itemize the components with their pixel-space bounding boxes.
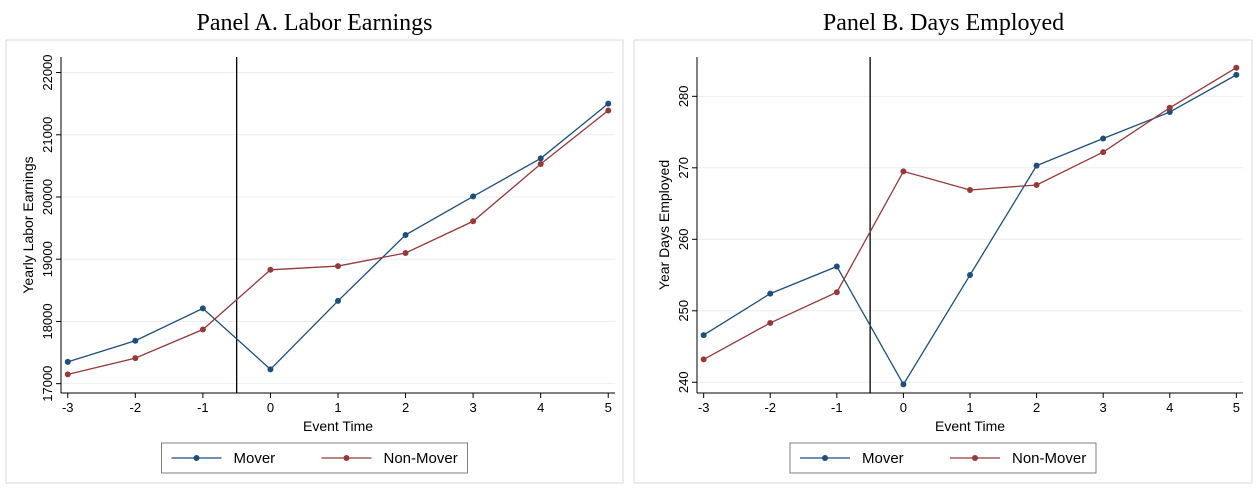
y-tick-label: 250 xyxy=(676,300,691,322)
x-tick-label: -2 xyxy=(130,400,142,415)
non-mover-data-point xyxy=(335,263,341,270)
mover-data-point xyxy=(605,100,612,107)
x-tick-label: 2 xyxy=(1033,400,1040,415)
x-tick-label: 4 xyxy=(1166,400,1173,415)
non-mover-data-point xyxy=(1033,181,1040,188)
legend-mover-marker xyxy=(822,455,828,461)
non-mover-data-point xyxy=(1166,104,1173,111)
legend: Mover Non-Mover xyxy=(789,442,1097,474)
y-tick-label: 270 xyxy=(676,157,691,179)
x-tick-label: -2 xyxy=(764,400,776,415)
panel-frame xyxy=(633,39,1253,484)
mover-data-point xyxy=(267,366,274,373)
x-tick-label: -1 xyxy=(197,400,209,415)
legend-non-mover-marker xyxy=(343,455,350,461)
x-tick-label: 4 xyxy=(537,400,544,415)
panel-frame xyxy=(5,39,624,484)
non-mover-data-point xyxy=(900,168,907,175)
x-tick-label: 5 xyxy=(605,400,612,415)
y-tick-label: 19000 xyxy=(40,241,55,277)
x-tick-label: -3 xyxy=(698,400,710,415)
y-tick-label: 20000 xyxy=(40,179,55,215)
legend-non-mover-marker xyxy=(972,455,978,461)
panel-a-chart: 17000 18000 19000 20000 21000 22000 -3 -2 -1 0 1 2 3… xyxy=(5,39,624,484)
legend-mover-label: Mover xyxy=(862,450,904,467)
x-tick-label: -1 xyxy=(831,400,843,415)
non-mover-data-point xyxy=(605,107,612,114)
y-axis-title: Year Days Employed xyxy=(656,160,672,290)
mover-data-point xyxy=(1033,162,1040,169)
x-tick-label: 5 xyxy=(1233,400,1240,415)
non-mover-data-point xyxy=(767,319,774,326)
mover-data-point xyxy=(335,297,341,304)
y-tick-label: 240 xyxy=(676,371,691,393)
mover-data-point xyxy=(900,381,907,388)
legend: Mover Non-Mover xyxy=(161,442,468,474)
x-tick-label: 1 xyxy=(334,400,341,415)
mover-data-point xyxy=(700,332,707,339)
non-mover-series-line xyxy=(703,67,1237,360)
non-mover-data-point xyxy=(267,266,274,273)
non-mover-data-point xyxy=(64,371,71,378)
mover-data-point xyxy=(64,358,71,365)
mover-data-point xyxy=(1100,135,1107,142)
non-mover-data-point xyxy=(402,250,409,256)
y-tick-label: 18000 xyxy=(40,303,55,339)
non-mover-data-point xyxy=(470,218,477,225)
x-tick-label: 3 xyxy=(1100,400,1107,415)
non-mover-data-point xyxy=(537,161,544,168)
y-tick-label: 17000 xyxy=(40,366,55,402)
x-axis-title: Event Time xyxy=(303,418,373,434)
mover-series-line xyxy=(703,74,1237,386)
non-mover-data-point xyxy=(833,289,840,296)
mover-data-point xyxy=(767,290,774,297)
x-tick-label: 1 xyxy=(966,400,973,415)
mover-data-point xyxy=(537,155,544,162)
panel-b-title: Panel B. Days Employed xyxy=(822,10,1065,36)
x-tick-label: 0 xyxy=(267,400,274,415)
x-tick-label: 0 xyxy=(900,400,907,415)
non-mover-data-point xyxy=(1100,149,1107,156)
mover-data-point xyxy=(470,193,477,200)
legend-mover-label: Mover xyxy=(234,450,276,467)
y-tick-label: 21000 xyxy=(40,117,55,153)
mover-data-point xyxy=(967,272,973,279)
x-tick-label: 3 xyxy=(470,400,477,415)
mover-data-point xyxy=(132,337,139,344)
legend-non-mover-label: Non-Mover xyxy=(1012,450,1086,467)
mover-data-point xyxy=(833,263,840,270)
non-mover-data-point xyxy=(700,356,707,363)
mover-data-point xyxy=(1166,109,1173,116)
panel-b-chart: 240 250 260 270 280 -3 -2 -1 0 1 2 3 4 5 Event Time Yea… xyxy=(633,39,1253,484)
y-tick-label: 22000 xyxy=(40,54,55,90)
non-mover-data-point xyxy=(132,355,139,362)
non-mover-data-point xyxy=(967,186,973,193)
mover-data-point xyxy=(199,305,206,312)
y-tick-label: 280 xyxy=(676,85,691,107)
mover-data-point xyxy=(402,231,409,238)
y-axis-title: Yearly Labor Earnings xyxy=(20,156,36,293)
legend-non-mover-label: Non-Mover xyxy=(384,450,458,467)
mover-series-line xyxy=(67,103,609,371)
y-tick-label: 260 xyxy=(676,228,691,250)
x-axis-title: Event Time xyxy=(935,418,1005,434)
non-mover-data-point xyxy=(199,326,206,333)
x-tick-label: 2 xyxy=(402,400,409,415)
x-tick-label: -3 xyxy=(62,400,74,415)
legend-mover-marker xyxy=(193,455,200,461)
non-mover-data-point xyxy=(1233,64,1240,71)
panel-a-title: Panel A. Labor Earnings xyxy=(196,10,433,36)
mover-data-point xyxy=(1233,71,1240,78)
